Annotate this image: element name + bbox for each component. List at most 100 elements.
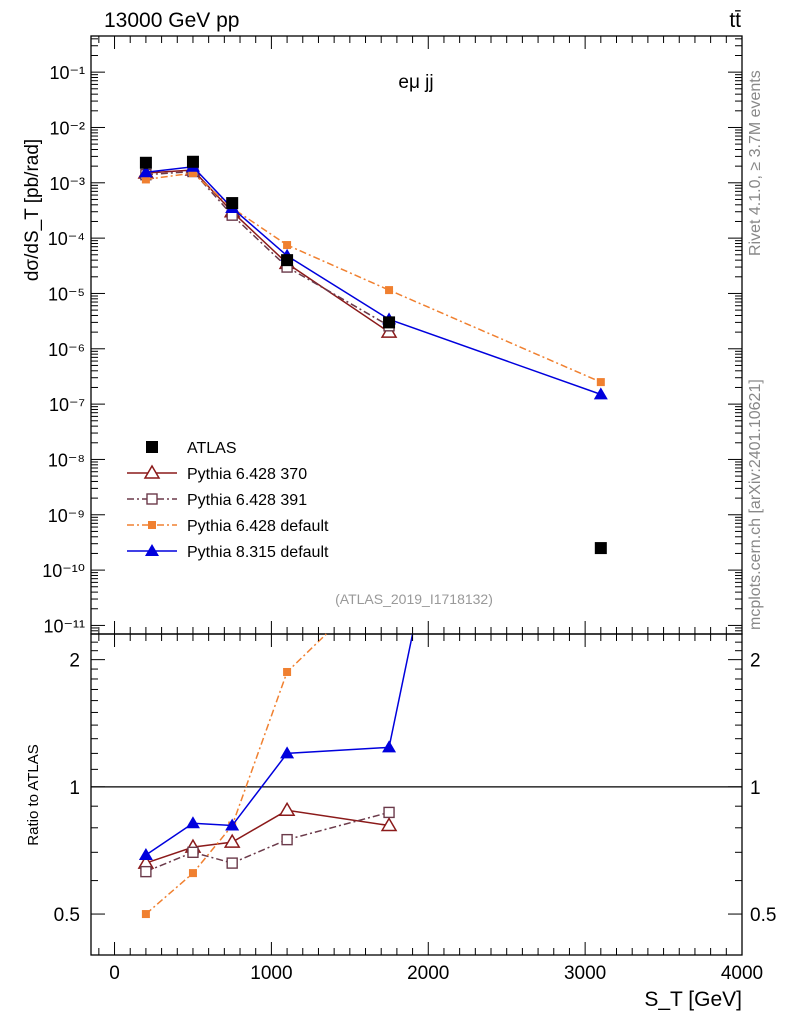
legend: ATLAS Pythia 6.428 370 Pythia 6.428 391 Pyt… (127, 440, 329, 561)
ratio-tick-label: 2 (69, 651, 80, 672)
ratio-tick-label-right: 1 (750, 778, 761, 799)
legend-entry: Pythia 8.315 default (127, 544, 329, 561)
marker-small-square (148, 521, 156, 529)
ratio-series-pythia-6-428-391 (140, 806, 395, 878)
marker-small-square (141, 910, 150, 919)
legend-entry: Pythia 6.428 391 (127, 492, 307, 509)
marker-small-square (385, 286, 394, 295)
main-panel-title: eμ jj (398, 72, 433, 93)
rivet-version-label: Rivet 4.1.0, ≥ 3.7M events (747, 70, 764, 256)
ratio-tick-label: 0.5 (54, 905, 80, 926)
series-line (145, 165, 602, 396)
marker-open-triangle (278, 801, 296, 817)
y-tick-label: 10⁻³ (49, 174, 85, 194)
ratio-line (145, 633, 327, 915)
legend-entry: Pythia 6.428 370 (127, 464, 307, 483)
ratio-line (145, 809, 390, 864)
x-axis-label: S_T [GeV] (644, 988, 742, 1011)
marker-small-square (141, 175, 150, 184)
main-series (137, 155, 608, 555)
x-tick-label: 3000 (564, 963, 606, 984)
series-atlas (139, 155, 607, 555)
ratio-series-pythia-8-315-default (138, 633, 414, 860)
y-tick-label: 10⁻¹ (49, 63, 85, 83)
marker-filled-square (146, 441, 158, 453)
marker-small-square (596, 378, 605, 387)
y-tick-label: 10⁻⁸ (48, 450, 85, 470)
y-tick-label: 10⁻⁵ (48, 284, 85, 304)
main-ticks: 10⁻¹ 10⁻² 10⁻³ 10⁻⁴ 10⁻⁵ 10⁻⁶ 10⁻⁷ 10⁻⁸ 10⁻⁹ 10⁻¹… (42, 38, 742, 636)
ratio-line (145, 633, 414, 856)
y-tick-label: 10⁻⁴ (48, 229, 85, 249)
y-tick-label: 10⁻¹⁰ (42, 561, 85, 581)
y-tick-label: 10⁻¹¹ (43, 616, 85, 636)
marker-small-square (188, 869, 197, 878)
legend-entry: ATLAS (146, 440, 237, 457)
x-tick-label: 2000 (407, 963, 449, 984)
marker-filled-triangle (225, 818, 240, 831)
marker-filled-triangle (185, 816, 200, 829)
marker-filled-triangle (145, 544, 159, 556)
legend-label: Pythia 6.428 default (187, 518, 329, 535)
marker-open-square (140, 865, 152, 878)
series-pythia-6-428-370 (137, 161, 398, 338)
marker-open-square (226, 857, 238, 869)
analysis-tag: (ATLAS_2019_I1718132) (335, 591, 493, 607)
ratio-frame (90, 633, 743, 956)
marker-filled-square (594, 542, 607, 555)
marker-open-square (281, 833, 293, 846)
marker-open-triangle (223, 833, 241, 848)
ratio-series-pythia-6-428-default (141, 633, 327, 919)
series-pythia-6-428-391 (140, 165, 395, 332)
ratio-ticks: 0.5 0.5 1 1 2 2 (54, 633, 776, 956)
series-line (145, 172, 602, 383)
series-line (145, 170, 390, 327)
series-pythia-8-315-default (138, 159, 608, 400)
ratio-tick-label-right: 2 (750, 651, 761, 672)
ratio-tick-label-right: 0.5 (750, 905, 776, 926)
marker-filled-triangle (138, 847, 153, 860)
marker-filled-square (281, 254, 294, 267)
y-tick-label: 10⁻⁷ (49, 395, 85, 415)
collision-label: 13000 GeV pp (104, 9, 239, 32)
marker-small-square (283, 241, 292, 250)
legend-label: Pythia 6.428 370 (187, 466, 307, 483)
legend-label: ATLAS (187, 440, 237, 457)
marker-small-square (188, 169, 197, 178)
process-label: tt̄ (729, 9, 741, 32)
marker-open-square (146, 493, 158, 505)
marker-filled-square (139, 156, 152, 169)
marker-filled-square (226, 197, 239, 210)
ratio-series (137, 633, 414, 919)
ratio-tick-label: 1 (69, 778, 80, 799)
marker-filled-square (186, 155, 199, 168)
series-pythia-6-428-default (141, 169, 605, 387)
marker-filled-triangle (593, 387, 608, 400)
x-tick-label: 0 (109, 963, 120, 984)
main-y-axis-label: dσ/dS_T [pb/rad] (22, 139, 43, 281)
mcplots-label: mcplots.cern.ch [arXiv:2401.10621] (747, 379, 764, 630)
marker-filled-square (383, 316, 396, 329)
x-tick-label: 4000 (721, 963, 763, 984)
series-line (145, 169, 390, 333)
ratio-y-axis-label: Ratio to ATLAS (25, 744, 42, 845)
legend-label: Pythia 6.428 391 (187, 492, 307, 509)
marker-filled-triangle (382, 740, 397, 753)
y-tick-label: 10⁻² (49, 118, 85, 138)
x-axis: 0 1000 2000 3000 4000 (98, 36, 763, 984)
marker-open-square (383, 806, 395, 819)
marker-small-square (283, 667, 292, 676)
legend-entry: Pythia 6.428 default (127, 518, 329, 535)
marker-open-triangle (380, 817, 398, 832)
y-tick-label: 10⁻⁶ (48, 340, 85, 360)
marker-filled-triangle (138, 165, 153, 178)
marker-open-square (187, 846, 199, 859)
x-tick-label: 1000 (250, 963, 292, 984)
marker-filled-triangle (280, 746, 295, 759)
legend-label: Pythia 8.315 default (187, 544, 329, 561)
main-panel: 10⁻¹ 10⁻² 10⁻³ 10⁻⁴ 10⁻⁵ 10⁻⁶ 10⁻⁷ 10⁻⁸ 10⁻⁹ 10⁻¹… (22, 35, 743, 636)
y-tick-label: 10⁻⁹ (48, 506, 85, 526)
marker-open-triangle (143, 464, 161, 479)
ratio-panel: 0.5 0.5 1 1 2 2 Ratio to ATLAS (25, 633, 776, 956)
